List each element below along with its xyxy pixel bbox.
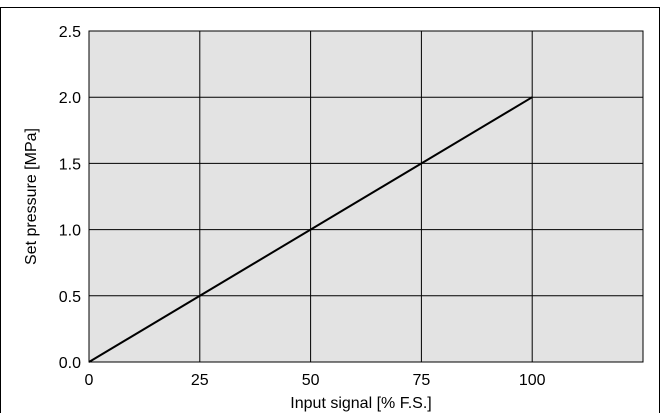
x-tick-labels: 0 25 50 75 100 [85,372,546,389]
x-tick-label-3: 75 [413,372,431,389]
series-line-0 [88,96,533,363]
x-axis-label: Input signal [% F.S.] [290,395,431,412]
y-tick-label-0: 0.0 [59,355,81,372]
x-tick-label-1: 25 [191,372,209,389]
series-group [88,96,533,363]
y-axis-label: Set pressure [MPa] [23,128,40,265]
y-tick-label-5: 2.5 [59,24,81,41]
y-tick-labels: 0.0 0.5 1.0 1.5 2.0 2.5 [59,24,81,372]
grid-lines [88,30,644,363]
y-tick-label-2: 1.0 [59,223,81,240]
y-tick-label-4: 2.0 [59,90,81,107]
x-tick-label-0: 0 [85,372,94,389]
figure-frame [0,7,660,413]
x-tick-label-2: 50 [302,372,320,389]
y-tick-label-1: 0.5 [59,289,81,306]
y-tick-label-3: 1.5 [59,156,81,173]
x-tick-label-4: 100 [519,372,546,389]
